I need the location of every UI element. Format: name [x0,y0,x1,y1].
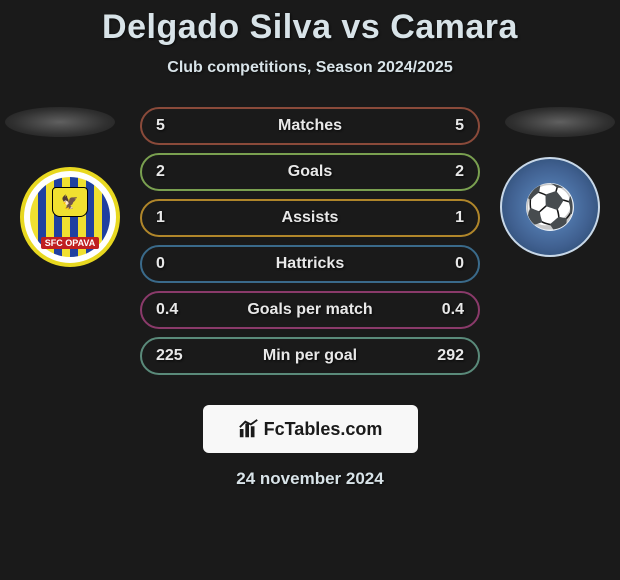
shadow-right [505,107,615,137]
stat-value-left: 225 [156,347,186,365]
site-badge[interactable]: FcTables.com [203,405,418,453]
stat-value-right: 2 [434,163,464,181]
stat-label: Min per goal [186,347,434,365]
stat-value-left: 2 [156,163,186,181]
stat-label: Goals per match [186,301,434,319]
site-label: FcTables.com [264,419,383,440]
soccer-ball-icon [526,183,574,231]
stat-value-right: 0.4 [434,301,464,319]
stat-row: 0Hattricks0 [140,245,480,283]
stat-value-left: 0 [156,255,186,273]
team-left-crest-icon: 🦅 [52,187,88,217]
stat-label: Goals [186,163,434,181]
comparison-body: 🦅 SFC OPAVA 5Matches5 2Goals2 1Assists1 0Ha… [0,107,620,387]
team-left-logo: 🦅 SFC OPAVA [20,167,120,267]
stat-value-left: 5 [156,117,186,135]
page-title: Delgado Silva vs Camara [0,8,620,47]
team-right-logo [500,157,600,257]
stat-value-right: 0 [434,255,464,273]
team-left-name: SFC OPAVA [41,237,100,249]
comparison-card: Delgado Silva vs Camara Club competition… [0,0,620,580]
chart-bars-icon [238,418,260,440]
team-left-logo-stripes: 🦅 SFC OPAVA [30,177,110,257]
stat-label: Assists [186,209,434,227]
stat-value-left: 0.4 [156,301,186,319]
stat-value-left: 1 [156,209,186,227]
stat-row: 0.4Goals per match0.4 [140,291,480,329]
stat-row: 5Matches5 [140,107,480,145]
stat-value-right: 292 [434,347,464,365]
stat-label: Hattricks [186,255,434,273]
stats-table: 5Matches52Goals21Assists10Hattricks00.4G… [140,107,480,383]
stat-label: Matches [186,117,434,135]
stat-value-right: 1 [434,209,464,227]
stat-value-right: 5 [434,117,464,135]
stat-row: 2Goals2 [140,153,480,191]
stat-row: 225Min per goal292 [140,337,480,375]
stat-row: 1Assists1 [140,199,480,237]
subtitle: Club competitions, Season 2024/2025 [0,59,620,77]
shadow-left [5,107,115,137]
footer-date: 24 november 2024 [0,469,620,489]
